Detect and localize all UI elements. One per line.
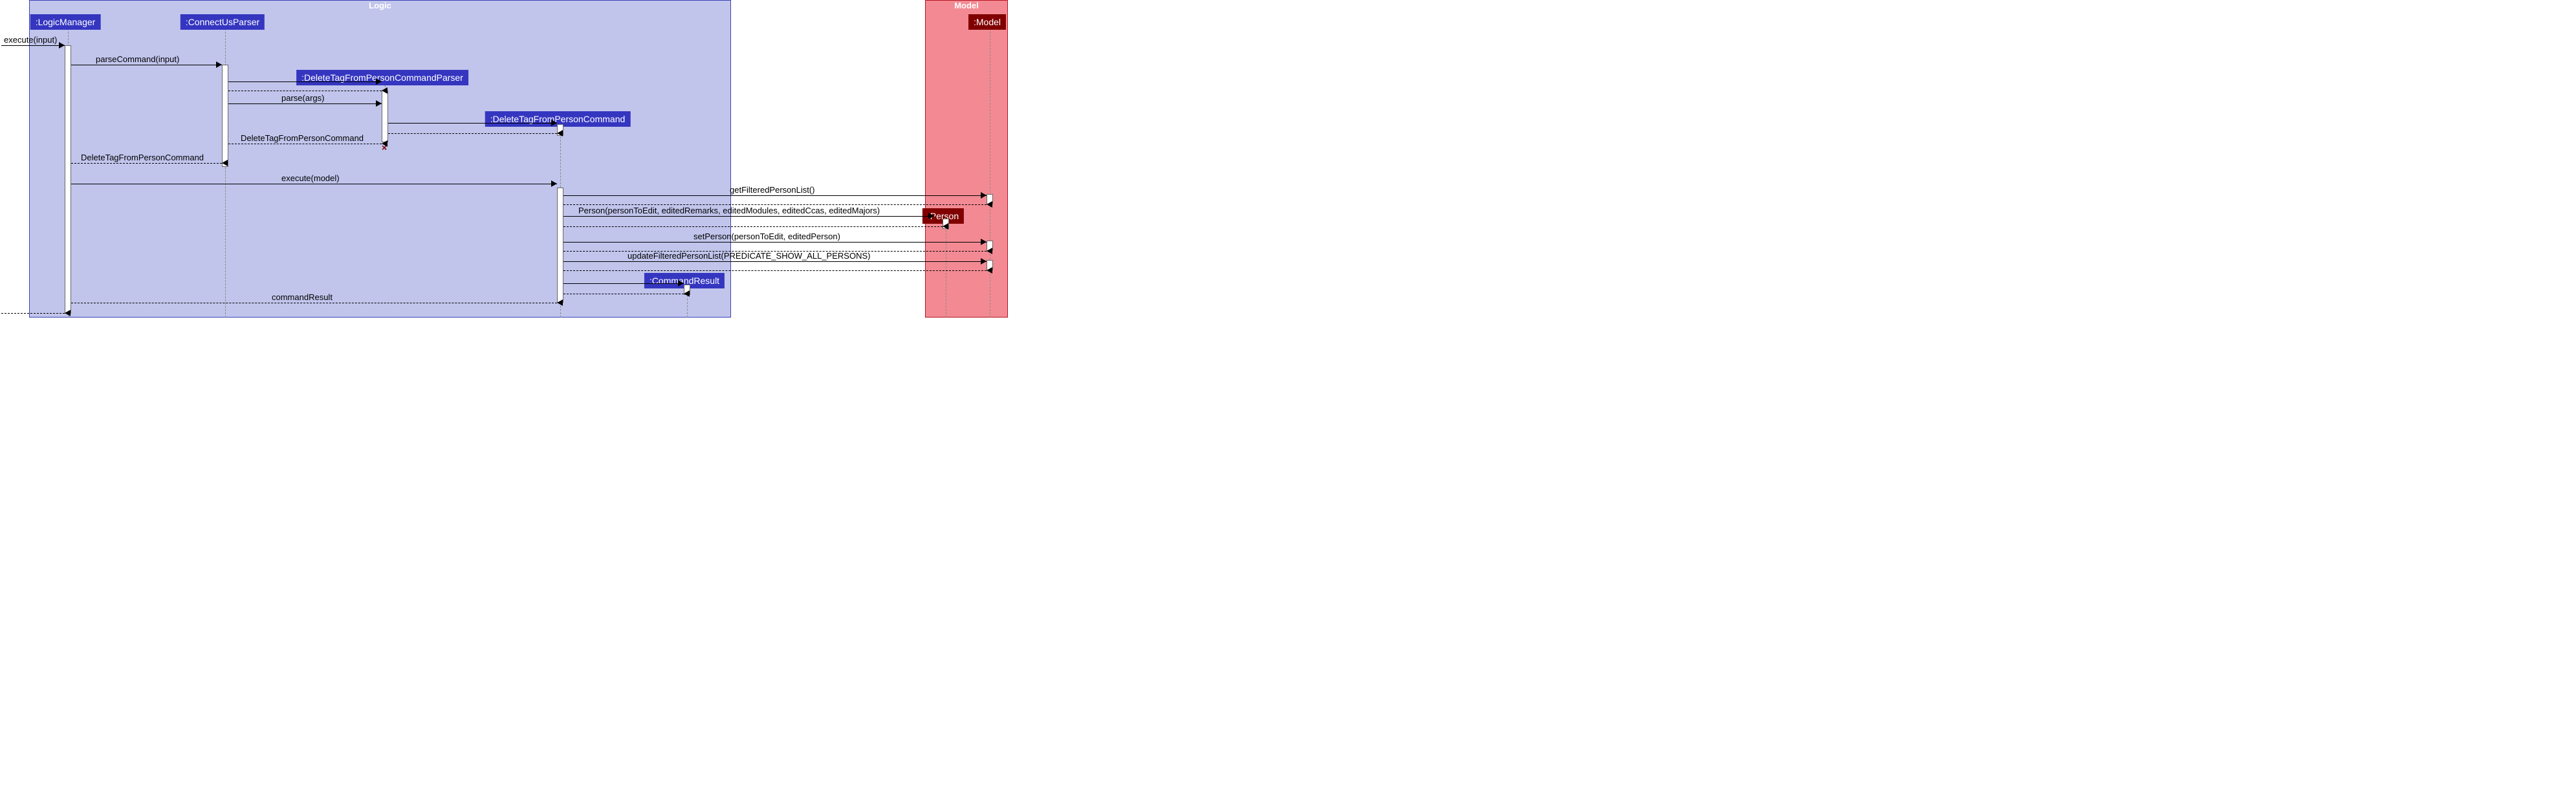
message-arrowhead-5 [551,120,557,126]
activation-2 [382,91,388,142]
message-arrowhead-17 [987,267,992,274]
message-line-21 [1,313,65,314]
message-line-0 [1,45,65,46]
message-line-5 [388,123,557,124]
message-arrowhead-12 [928,213,934,219]
message-line-8 [71,163,222,164]
message-line-4 [228,103,382,104]
message-arrowhead-14 [981,239,987,245]
message-label-9: execute(model) [281,173,340,183]
destroy-marker: × [382,142,387,153]
message-label-16: updateFilteredPersonList(PREDICATE_SHOW_… [628,251,870,261]
message-line-14 [563,242,987,243]
message-arrowhead-2 [376,78,382,85]
message-line-13 [563,226,943,227]
message-arrowhead-13 [943,223,948,230]
model-region-title: Model [926,1,1007,11]
message-line-12 [563,216,934,217]
message-label-20: commandResult [272,292,333,302]
message-label-8: DeleteTagFromPersonCommand [81,153,204,162]
message-arrowhead-19 [684,290,690,297]
message-arrowhead-3 [382,87,387,94]
message-arrowhead-20 [557,299,563,306]
message-arrowhead-4 [376,100,382,107]
message-label-10: getFilteredPersonList() [730,185,815,195]
message-line-18 [563,283,684,284]
message-label-12: Person(personToEdit, editedRemarks, edit… [578,206,880,215]
message-arrowhead-9 [551,180,557,187]
participant-logicManager: :LogicManager [30,14,101,30]
message-line-17 [563,270,987,271]
logic-region-title: Logic [30,1,730,11]
activation-1 [222,65,228,167]
activation-4 [557,188,563,303]
message-line-2 [228,81,382,82]
message-arrowhead-15 [987,248,992,254]
participant-connectUsParser: :ConnectUsParser [180,14,265,30]
message-line-11 [563,204,987,205]
message-arrowhead-21 [65,310,71,316]
message-line-6 [388,133,557,134]
message-label-7: DeleteTagFromPersonCommand [241,133,364,143]
message-arrowhead-11 [987,201,992,208]
activation-0 [65,45,71,314]
message-arrowhead-6 [557,130,563,136]
message-line-10 [563,195,987,196]
message-arrowhead-0 [59,42,65,49]
message-label-1: parseCommand(input) [96,54,179,64]
message-arrowhead-16 [981,258,987,265]
message-arrowhead-18 [678,280,684,287]
message-line-16 [563,261,987,262]
participant-model: :Model [968,14,1006,30]
message-label-14: setPerson(personToEdit, editedPerson) [693,232,840,241]
message-arrowhead-10 [981,192,987,199]
participant-deleteTagParser: :DeleteTagFromPersonCommandParser [296,70,468,85]
message-label-0: execute(input) [4,35,57,45]
message-arrowhead-1 [216,61,222,68]
message-arrowhead-8 [222,160,228,166]
message-label-4: parse(args) [281,93,324,103]
